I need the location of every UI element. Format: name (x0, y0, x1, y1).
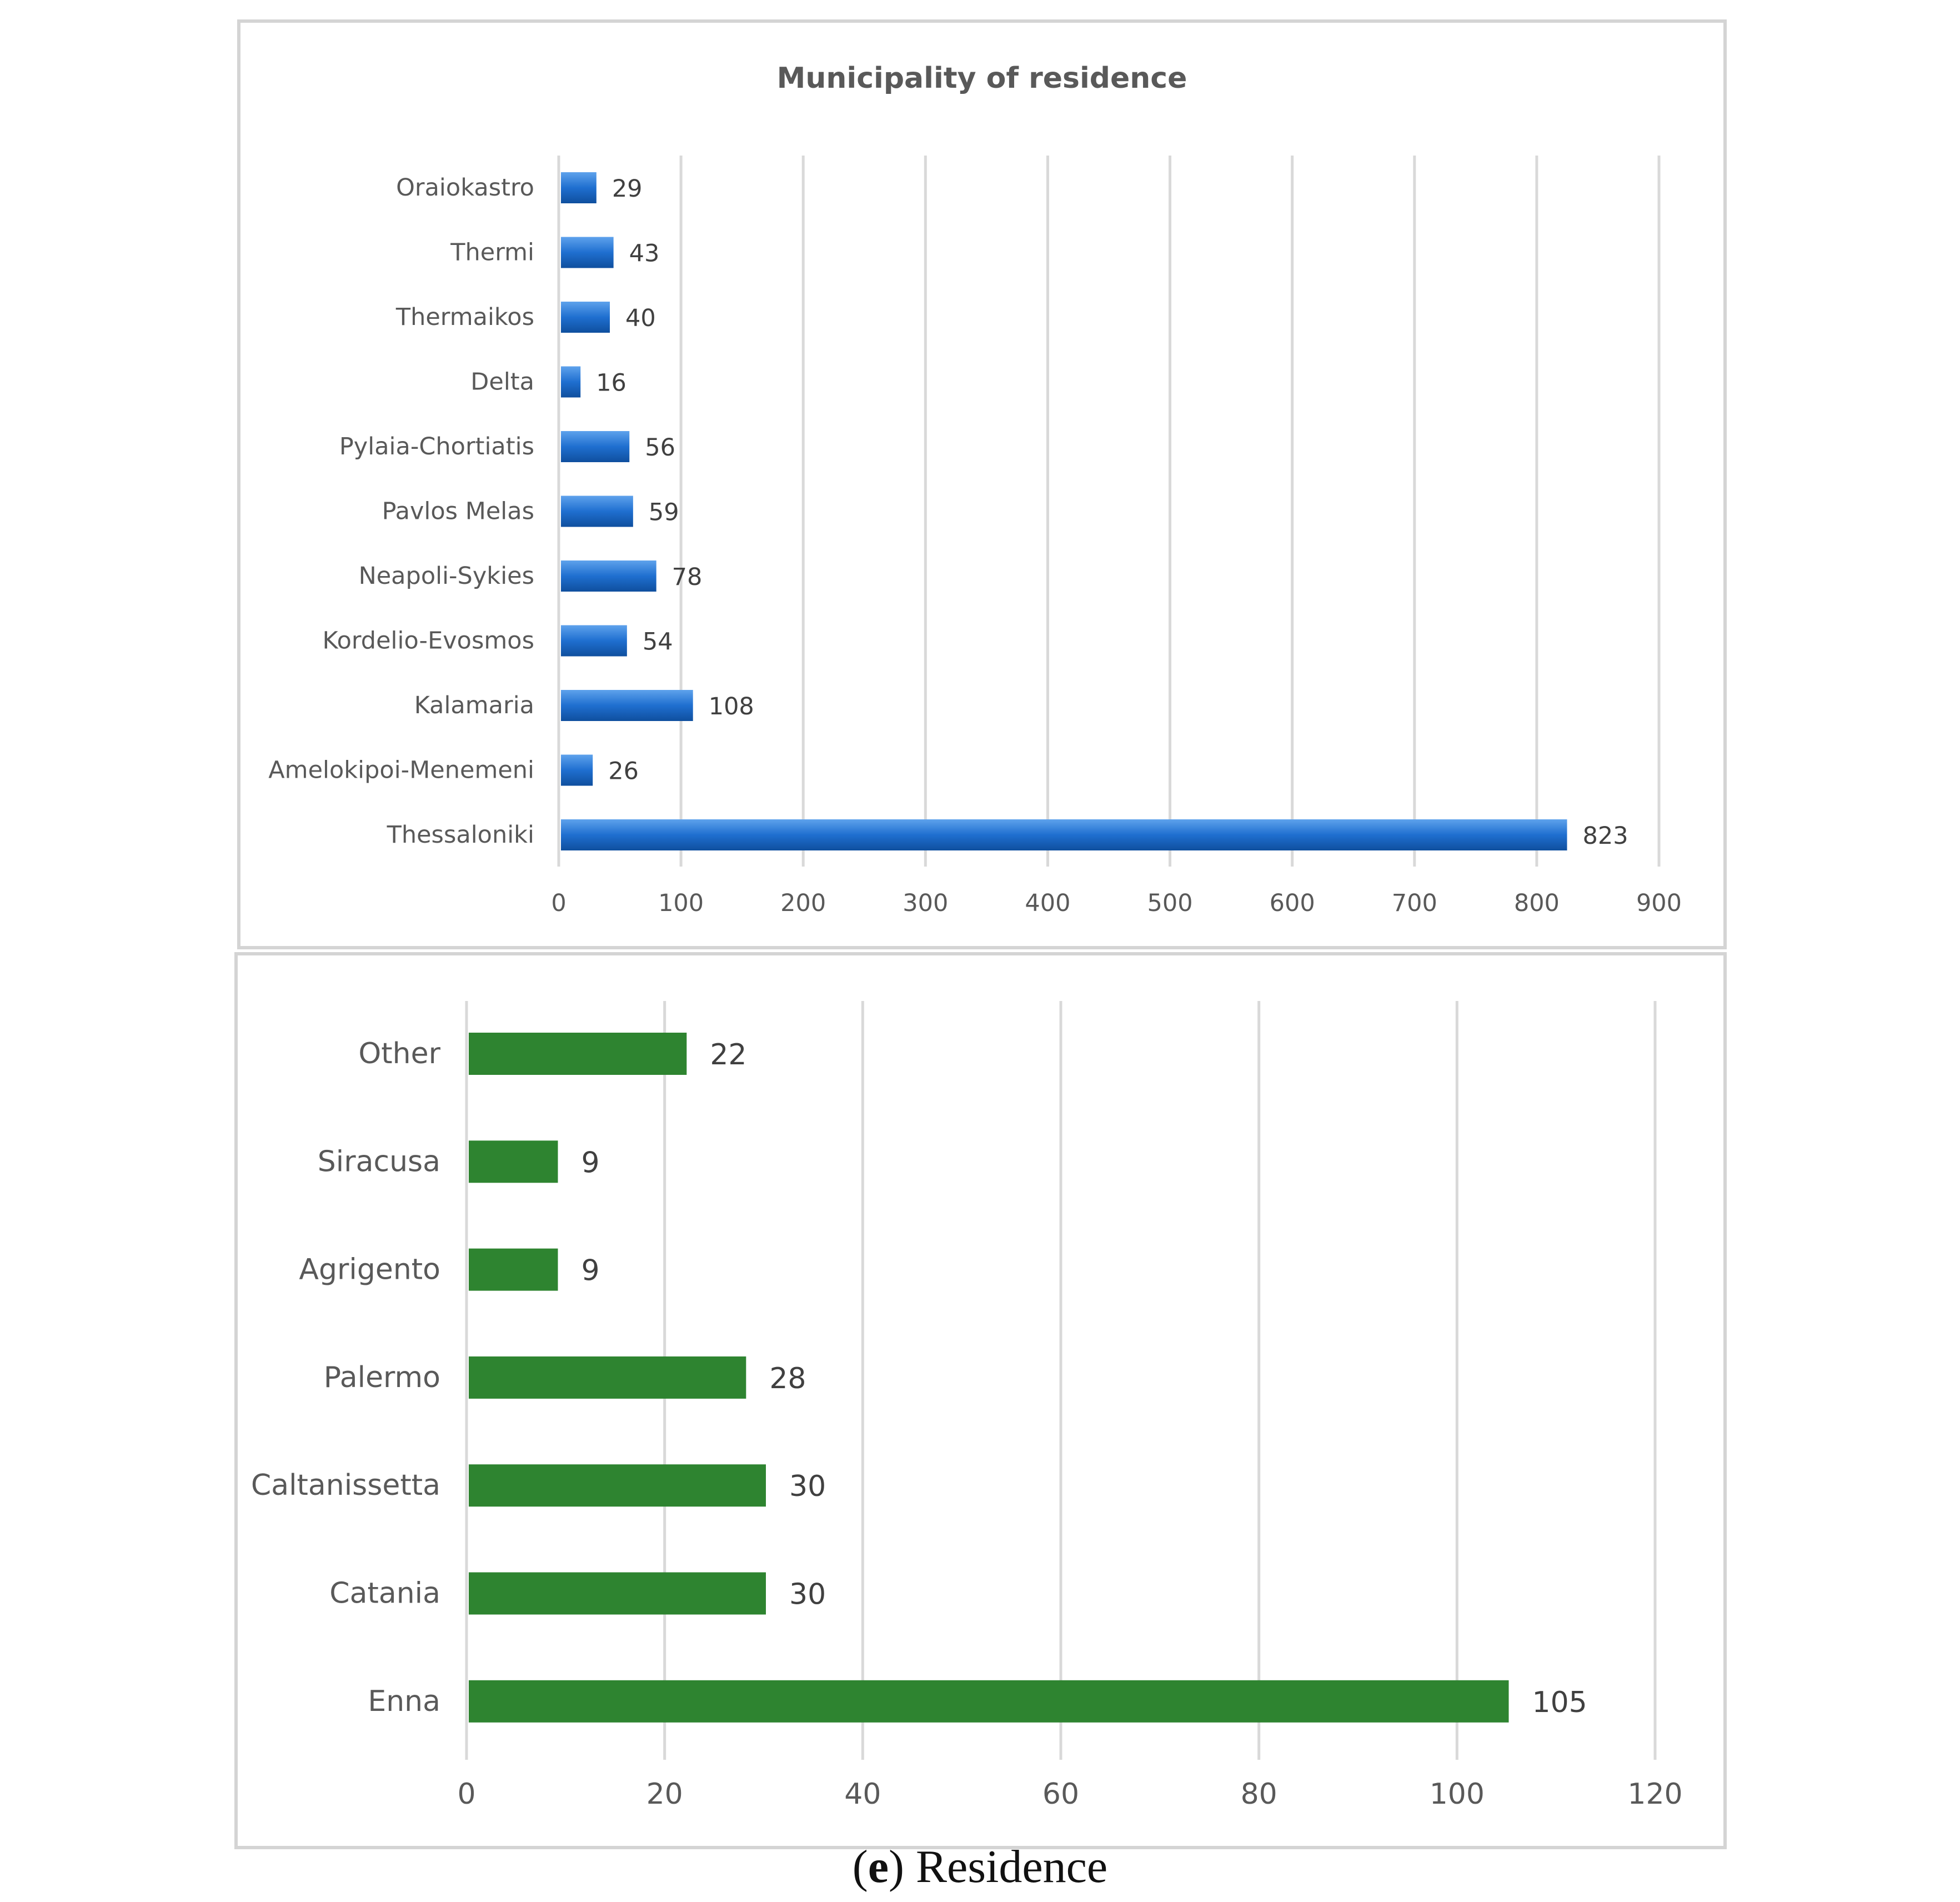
data-label: 56 (645, 434, 675, 462)
bar (561, 302, 610, 333)
category-label: Palermo (324, 1361, 440, 1394)
bar (561, 495, 633, 527)
chart-panel-municipality: Municipality of residence 0 100 200 300 400 5… (237, 19, 1727, 949)
category-label: Oraiokastro (396, 174, 534, 202)
data-label: 43 (629, 240, 660, 268)
data-label: 40 (625, 304, 656, 332)
category-labels: Other Siracusa Agrigento Palermo Caltanisset… (251, 1037, 441, 1718)
category-labels: Oraiokastro Thermi Thermaikos Delta Pylaia-C… (268, 174, 534, 849)
data-label: 30 (789, 1578, 826, 1611)
x-axis-tick-labels: 0 100 200 300 400 500 600 700 800 900 (551, 889, 1682, 917)
category-label: Neapoli-Sykies (359, 562, 534, 590)
category-label: Thermaikos (395, 303, 534, 331)
category-label: Kalamaria (414, 692, 534, 719)
data-label: 29 (612, 175, 643, 203)
data-label: 22 (710, 1038, 746, 1072)
category-label: Thessaloniki (387, 821, 534, 849)
bar (561, 172, 596, 203)
bar (561, 366, 581, 398)
x-tick-label: 500 (1147, 889, 1193, 917)
category-label: Caltanissetta (251, 1469, 440, 1502)
x-tick-label: 900 (1636, 889, 1682, 917)
x-tick-label: 40 (844, 1778, 881, 1811)
figure-caption: (e) Residence (852, 1841, 1108, 1893)
x-tick-label: 0 (457, 1778, 475, 1811)
bars (561, 172, 1567, 850)
x-gridlines (557, 156, 1661, 867)
x-tick-label: 0 (551, 889, 566, 917)
bar (469, 1572, 766, 1615)
data-label: 59 (649, 499, 679, 527)
x-tick-label: 700 (1392, 889, 1437, 917)
x-tick-label: 200 (780, 889, 826, 917)
bars (469, 1033, 1509, 1723)
category-label: Other (358, 1037, 440, 1070)
x-tick-label: 100 (658, 889, 704, 917)
data-label: 108 (709, 693, 754, 720)
bar (469, 1464, 766, 1507)
bar (469, 1680, 1509, 1723)
category-label: Pylaia-Chortiatis (339, 433, 534, 461)
caption-letter: e (868, 1841, 889, 1893)
bar (469, 1248, 558, 1291)
caption-text: Residence (916, 1841, 1108, 1893)
data-label: 26 (608, 758, 639, 785)
bar (469, 1140, 558, 1183)
category-label: Agrigento (299, 1253, 440, 1287)
data-labels: 22 9 9 28 30 30 105 (582, 1038, 1587, 1719)
chart-panel-residence-italy: 0 20 40 60 80 100 120 Other Siracusa Agrigento Pa… (234, 952, 1727, 1849)
data-label: 28 (769, 1362, 806, 1395)
x-tick-label: 100 (1430, 1778, 1485, 1811)
x-tick-label: 800 (1514, 889, 1560, 917)
bar (469, 1356, 746, 1399)
bar (561, 560, 656, 592)
data-label: 16 (596, 369, 626, 397)
bar (561, 431, 630, 462)
x-tick-label: 120 (1627, 1778, 1682, 1811)
x-tick-label: 400 (1025, 889, 1070, 917)
x-tick-label: 80 (1241, 1778, 1277, 1811)
data-label: 78 (672, 563, 703, 591)
bar (469, 1033, 687, 1075)
bar (561, 237, 614, 268)
data-label: 105 (1532, 1686, 1587, 1719)
data-label: 30 (789, 1470, 826, 1503)
bar (561, 690, 693, 721)
category-label: Amelokipoi-Menemeni (268, 757, 534, 784)
category-label: Pavlos Melas (382, 498, 534, 525)
bar (561, 754, 593, 786)
bar (561, 819, 1567, 850)
x-tick-label: 300 (903, 889, 948, 917)
bar (561, 625, 627, 657)
data-labels: 29 43 40 16 56 59 78 54 108 26 823 (596, 175, 1628, 850)
chart-title: Municipality of residence (777, 62, 1187, 95)
x-axis-tick-labels: 0 20 40 60 80 100 120 (457, 1778, 1682, 1811)
chart-frame (237, 19, 1727, 949)
category-label: Kordelio-Evosmos (323, 627, 534, 655)
category-label: Siracusa (318, 1145, 440, 1178)
category-label: Catania (329, 1577, 440, 1610)
category-label: Enna (368, 1685, 440, 1718)
x-tick-label: 600 (1270, 889, 1315, 917)
data-label: 9 (582, 1254, 600, 1288)
data-label: 54 (643, 628, 673, 656)
x-gridlines (465, 1001, 1657, 1760)
x-tick-label: 20 (646, 1778, 683, 1811)
data-label: 9 (582, 1146, 600, 1179)
x-tick-label: 60 (1042, 1778, 1079, 1811)
data-label: 823 (1583, 822, 1628, 850)
category-label: Delta (470, 368, 534, 396)
category-label: Thermi (450, 239, 534, 267)
